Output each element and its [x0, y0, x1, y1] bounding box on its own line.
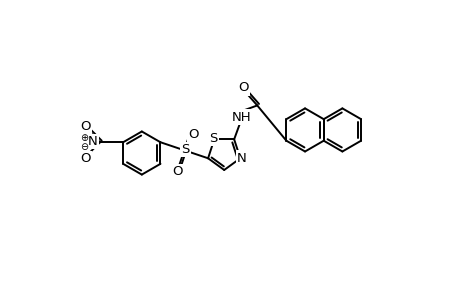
Text: NH: NH	[231, 110, 251, 124]
Text: ⊖: ⊖	[79, 142, 88, 152]
Text: N: N	[236, 152, 246, 165]
Text: N: N	[88, 135, 98, 148]
Text: S: S	[180, 143, 189, 156]
Text: S: S	[209, 132, 217, 145]
Text: O: O	[80, 120, 90, 133]
Text: O: O	[172, 165, 182, 178]
Text: O: O	[188, 128, 199, 141]
Text: O: O	[80, 152, 90, 165]
Text: ⊕: ⊕	[79, 133, 88, 142]
Text: O: O	[238, 81, 248, 94]
